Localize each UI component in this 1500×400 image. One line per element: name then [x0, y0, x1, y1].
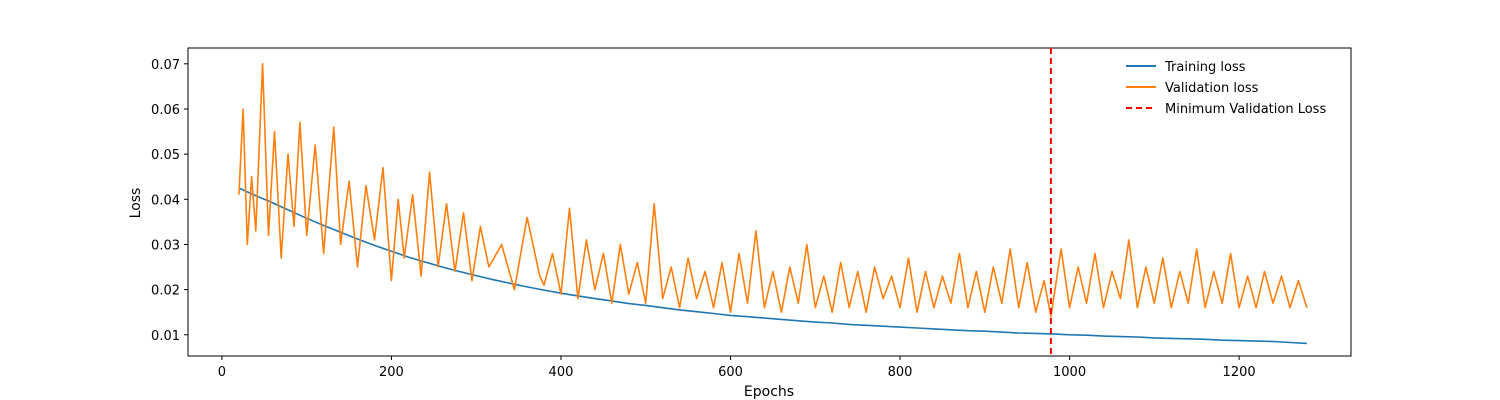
- x-axis-label: Epochs: [744, 384, 794, 400]
- plot-area: [187, 47, 1352, 357]
- y-tick-label: 0.05: [151, 148, 180, 163]
- x-tick-label: 600: [718, 365, 743, 380]
- series-line-training: [238, 187, 1307, 345]
- legend-label-min-val: Minimum Validation Loss: [1165, 102, 1326, 117]
- y-axis: 0.01 0.02 0.03 0.04 0.05 0.06 0.07: [151, 58, 188, 344]
- y-tick-label: 0.02: [151, 284, 180, 299]
- series-line-validation: [238, 63, 1308, 318]
- x-tick-label: 400: [549, 365, 574, 380]
- legend-label-training: Training loss: [1164, 60, 1246, 75]
- y-tick-label: 0.03: [151, 238, 180, 253]
- y-axis-label: Loss: [128, 188, 144, 219]
- y-tick-label: 0.01: [151, 329, 180, 344]
- legend-label-validation: Validation loss: [1165, 81, 1259, 96]
- x-tick-label: 800: [888, 365, 913, 380]
- x-axis: 0 200 400 600 800 1000 1200: [218, 356, 1256, 380]
- x-tick-label: 0: [218, 365, 226, 380]
- plot-frame: [187, 47, 1352, 357]
- x-tick-label: 200: [379, 365, 404, 380]
- series-layer: [238, 63, 1308, 345]
- x-tick-label: 1000: [1053, 365, 1086, 380]
- y-tick-label: 0.04: [151, 193, 180, 208]
- y-tick-label: 0.06: [151, 103, 180, 118]
- x-tick-label: 1200: [1223, 365, 1256, 380]
- y-tick-label: 0.07: [151, 58, 180, 73]
- legend: Training loss Validation loss Minimum Va…: [1126, 60, 1326, 117]
